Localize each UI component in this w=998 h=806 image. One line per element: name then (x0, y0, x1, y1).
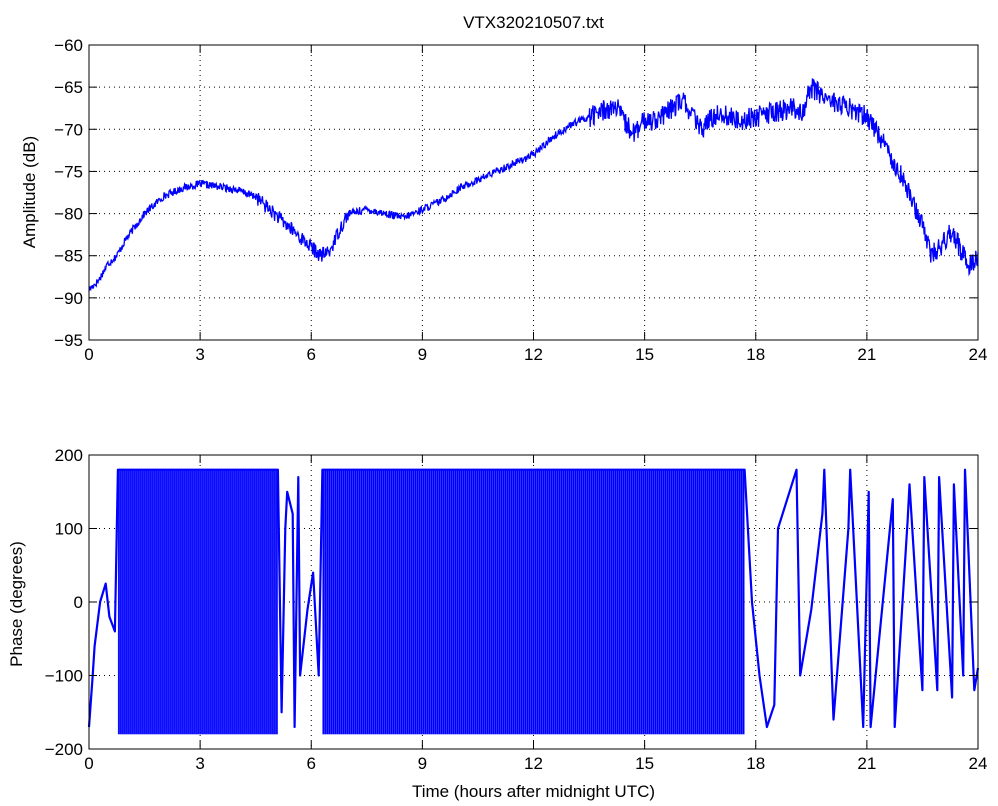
phase-series-line (87, 468, 980, 729)
x-tick-label: 0 (84, 754, 93, 773)
x-tick-label: 12 (524, 754, 543, 773)
y-tick-label: −65 (54, 78, 83, 97)
amplitude-y-label: Amplitude (dB) (20, 136, 39, 248)
y-tick-label: −75 (54, 162, 83, 181)
phase-x-label: Time (hours after midnight UTC) (412, 782, 655, 801)
x-tick-label: 0 (84, 345, 93, 364)
x-tick-label: 21 (857, 345, 876, 364)
y-tick-label: 100 (55, 520, 83, 539)
x-tick-label: 15 (635, 345, 654, 364)
x-tick-label: 18 (746, 345, 765, 364)
phase-y-label: Phase (degrees) (7, 541, 26, 667)
x-tick-label: 24 (969, 345, 988, 364)
x-tick-label: 6 (307, 754, 316, 773)
chart-title: VTX320210507.txt (463, 13, 604, 32)
x-tick-label: 9 (418, 754, 427, 773)
y-tick-label: −90 (54, 289, 83, 308)
y-tick-label: −85 (54, 247, 83, 266)
x-tick-label: 12 (524, 345, 543, 364)
x-tick-label: 6 (307, 345, 316, 364)
y-tick-label: −200 (45, 740, 83, 759)
y-tick-label: −60 (54, 36, 83, 55)
x-tick-label: 9 (418, 345, 427, 364)
x-tick-label: 24 (969, 754, 988, 773)
x-tick-label: 18 (746, 754, 765, 773)
y-tick-label: −100 (45, 667, 83, 686)
x-tick-label: 3 (195, 754, 204, 773)
x-tick-label: 15 (635, 754, 654, 773)
y-tick-label: 0 (74, 593, 83, 612)
phase-noise-band (322, 469, 745, 735)
y-tick-label: −80 (54, 205, 83, 224)
amplitude-axes: VTX320210507.txt Amplitude (dB) 0 3 6 9 12 15… (20, 13, 987, 364)
y-tick-label: 200 (55, 446, 83, 465)
amplitude-series-line (88, 78, 979, 292)
phase-noise-texture (117, 469, 279, 735)
x-tick-label: 3 (195, 345, 204, 364)
y-tick-label: −70 (54, 120, 83, 139)
y-tick-label: −95 (54, 331, 83, 350)
phase-axes: Time (hours after midnight UTC) Phase (d… (7, 446, 987, 801)
phase-noise-texture (322, 469, 745, 735)
x-tick-label: 21 (857, 754, 876, 773)
